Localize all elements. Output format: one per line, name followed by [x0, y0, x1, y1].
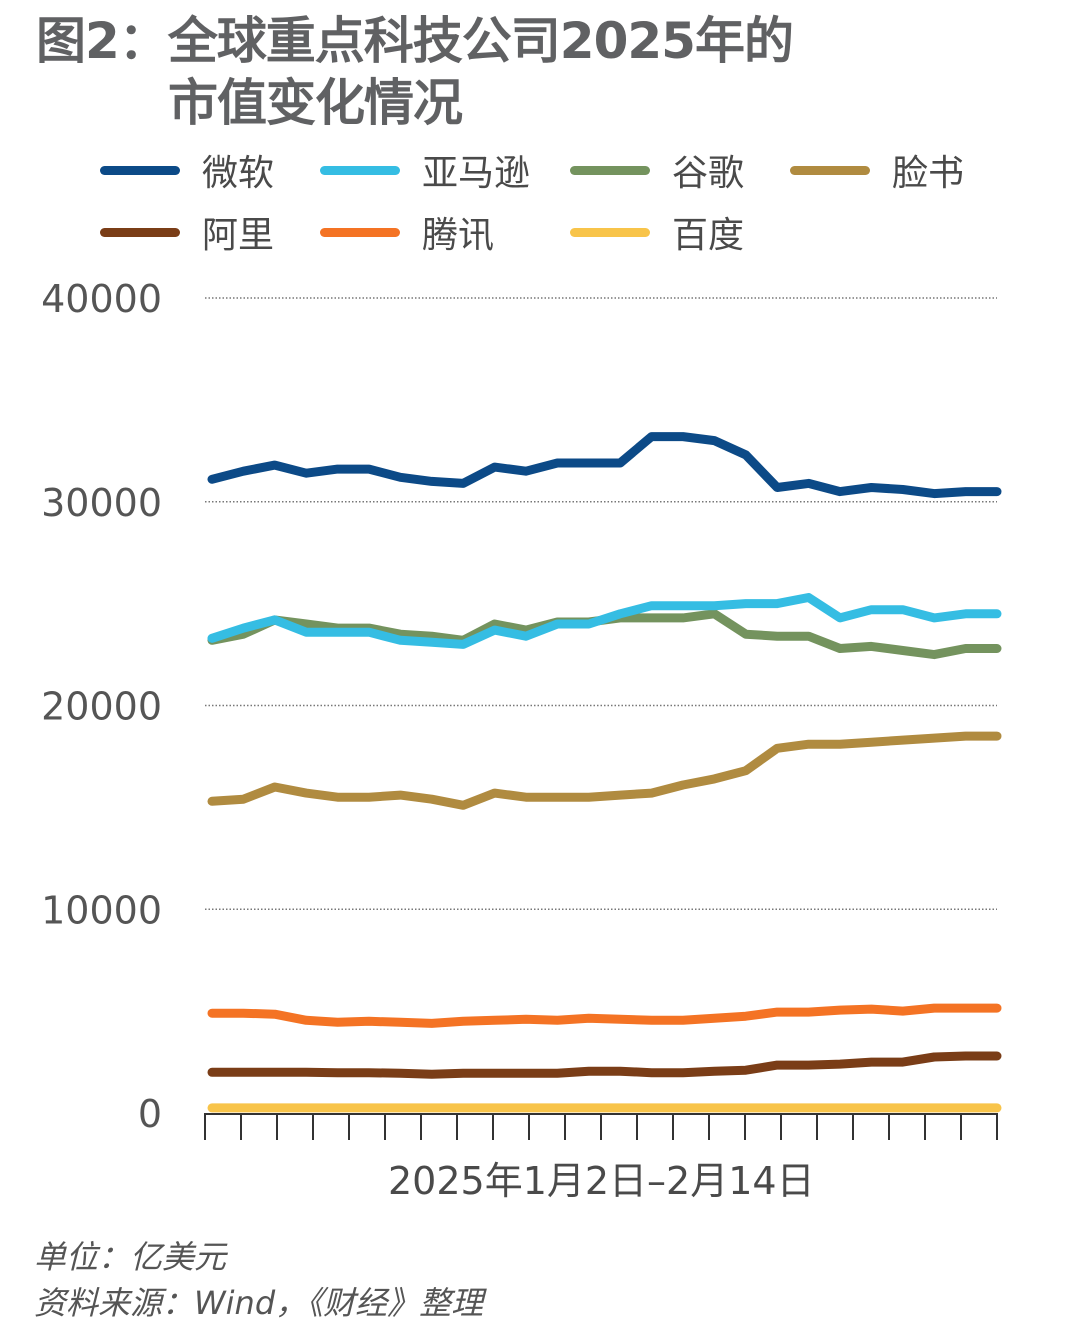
legend-label: 脸书 — [892, 153, 965, 194]
legend-label: 腾讯 — [422, 215, 495, 256]
unit-note: 单位：亿美元 — [34, 1238, 227, 1276]
legend-swatch — [100, 227, 180, 237]
legend-item: 微软 — [100, 144, 274, 196]
y-tick-label: 30000 — [41, 481, 162, 525]
legend-label: 阿里 — [202, 215, 275, 256]
series-line-2 — [207, 593, 1002, 649]
title-line-1: 图2：全球重点科技公司2025年的 — [36, 12, 794, 70]
series-line-6 — [207, 1003, 1002, 1028]
legend-item: 阿里 — [100, 206, 274, 258]
legend-swatch — [570, 165, 650, 175]
legend-item: 亚马逊 — [320, 144, 530, 196]
legend-swatch — [320, 227, 400, 237]
legend-swatch — [100, 165, 180, 175]
legend-label: 微软 — [202, 153, 275, 194]
series-line-4 — [207, 731, 1002, 810]
legend-label: 百度 — [672, 215, 745, 256]
title-line-2: 市值变化情况 — [168, 74, 463, 132]
legend-label: 谷歌 — [672, 153, 745, 194]
x-axis-label: 2025年1月2日–2月14日 — [388, 1159, 815, 1203]
legend-label: 亚马逊 — [422, 153, 531, 194]
legend-item: 谷歌 — [570, 144, 744, 196]
legend-item: 百度 — [570, 206, 744, 258]
y-tick-label: 40000 — [41, 277, 162, 321]
legend-swatch — [790, 165, 870, 175]
y-tick-label: 20000 — [41, 685, 162, 729]
y-tick-label: 0 — [138, 1092, 162, 1136]
chart-title: 图2：全球重点科技公司2025年的 市值变化情况 — [36, 10, 794, 134]
series-line-5 — [207, 1051, 1002, 1079]
y-tick-label: 10000 — [41, 888, 162, 932]
legend-item: 腾讯 — [320, 206, 494, 258]
series-line-1 — [207, 432, 1002, 499]
legend-swatch — [320, 165, 400, 175]
source-note: 资料来源：Wind，《财经》整理 — [34, 1284, 484, 1322]
legend-item: 脸书 — [790, 144, 964, 196]
legend-swatch — [570, 227, 650, 237]
